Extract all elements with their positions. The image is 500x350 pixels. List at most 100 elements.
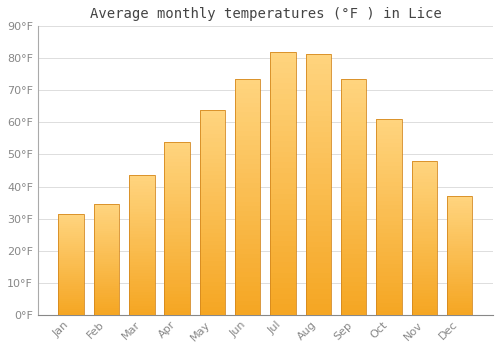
Bar bbox=[270, 215, 296, 220]
Bar bbox=[270, 231, 296, 236]
Bar bbox=[447, 229, 472, 232]
Bar bbox=[129, 295, 154, 298]
Bar bbox=[200, 270, 225, 274]
Bar bbox=[164, 304, 190, 308]
Bar bbox=[200, 266, 225, 270]
Bar bbox=[58, 214, 84, 216]
Bar bbox=[235, 183, 260, 188]
Bar bbox=[270, 115, 296, 120]
Bar bbox=[447, 198, 472, 201]
Bar bbox=[447, 241, 472, 244]
Bar bbox=[341, 155, 366, 159]
Bar bbox=[200, 311, 225, 315]
Bar bbox=[58, 311, 84, 313]
Bar bbox=[200, 282, 225, 286]
Bar bbox=[200, 204, 225, 208]
Bar bbox=[94, 259, 119, 262]
Bar bbox=[341, 183, 366, 188]
Bar bbox=[270, 225, 296, 231]
Bar bbox=[164, 215, 190, 218]
Bar bbox=[58, 224, 84, 226]
Bar bbox=[306, 90, 331, 95]
Bar bbox=[447, 220, 472, 222]
Bar bbox=[376, 221, 402, 225]
Bar bbox=[94, 211, 119, 213]
Bar bbox=[270, 199, 296, 204]
Bar bbox=[164, 173, 190, 176]
Bar bbox=[58, 313, 84, 315]
Bar bbox=[58, 303, 84, 304]
Bar bbox=[129, 184, 154, 187]
Bar bbox=[94, 284, 119, 286]
Bar bbox=[447, 265, 472, 267]
Bar bbox=[447, 301, 472, 303]
Bar bbox=[235, 206, 260, 211]
Bar bbox=[376, 162, 402, 166]
Bar bbox=[164, 218, 190, 221]
Bar bbox=[306, 309, 331, 315]
Bar bbox=[270, 52, 296, 315]
Bar bbox=[235, 103, 260, 107]
Bar bbox=[235, 197, 260, 202]
Bar bbox=[94, 279, 119, 282]
Bar bbox=[235, 301, 260, 305]
Bar bbox=[164, 152, 190, 155]
Bar bbox=[412, 204, 437, 207]
Bar bbox=[412, 281, 437, 284]
Bar bbox=[94, 215, 119, 217]
Bar bbox=[129, 209, 154, 212]
Bar bbox=[94, 242, 119, 244]
Bar bbox=[341, 197, 366, 202]
Bar bbox=[412, 302, 437, 306]
Bar bbox=[270, 78, 296, 83]
Bar bbox=[235, 220, 260, 225]
Bar bbox=[94, 217, 119, 220]
Bar bbox=[306, 153, 331, 158]
Bar bbox=[58, 222, 84, 224]
Bar bbox=[341, 234, 366, 239]
Bar bbox=[306, 132, 331, 137]
Bar bbox=[58, 290, 84, 293]
Bar bbox=[412, 299, 437, 302]
Bar bbox=[129, 245, 154, 248]
Bar bbox=[376, 280, 402, 284]
Bar bbox=[270, 68, 296, 73]
Bar bbox=[376, 291, 402, 295]
Bar bbox=[200, 134, 225, 138]
Bar bbox=[376, 233, 402, 237]
Bar bbox=[94, 277, 119, 279]
Bar bbox=[200, 118, 225, 122]
Bar bbox=[129, 225, 154, 228]
Bar bbox=[58, 288, 84, 290]
Bar bbox=[270, 89, 296, 94]
Bar bbox=[447, 210, 472, 213]
Bar bbox=[94, 293, 119, 295]
Bar bbox=[341, 301, 366, 305]
Bar bbox=[94, 290, 119, 293]
Bar bbox=[129, 262, 154, 265]
Bar bbox=[376, 178, 402, 182]
Bar bbox=[200, 192, 225, 196]
Bar bbox=[235, 169, 260, 173]
Bar bbox=[341, 202, 366, 206]
Bar bbox=[58, 296, 84, 299]
Bar bbox=[376, 260, 402, 264]
Bar bbox=[447, 270, 472, 272]
Bar bbox=[447, 213, 472, 215]
Bar bbox=[447, 208, 472, 210]
Bar bbox=[58, 230, 84, 232]
Bar bbox=[164, 266, 190, 270]
Bar bbox=[164, 239, 190, 242]
Bar bbox=[94, 206, 119, 209]
Bar bbox=[376, 229, 402, 233]
Bar bbox=[412, 253, 437, 256]
Bar bbox=[412, 198, 437, 201]
Bar bbox=[58, 262, 84, 264]
Bar bbox=[270, 299, 296, 304]
Bar bbox=[129, 290, 154, 293]
Bar bbox=[306, 158, 331, 163]
Bar bbox=[270, 236, 296, 241]
Bar bbox=[94, 204, 119, 315]
Bar bbox=[447, 244, 472, 246]
Bar bbox=[412, 179, 437, 182]
